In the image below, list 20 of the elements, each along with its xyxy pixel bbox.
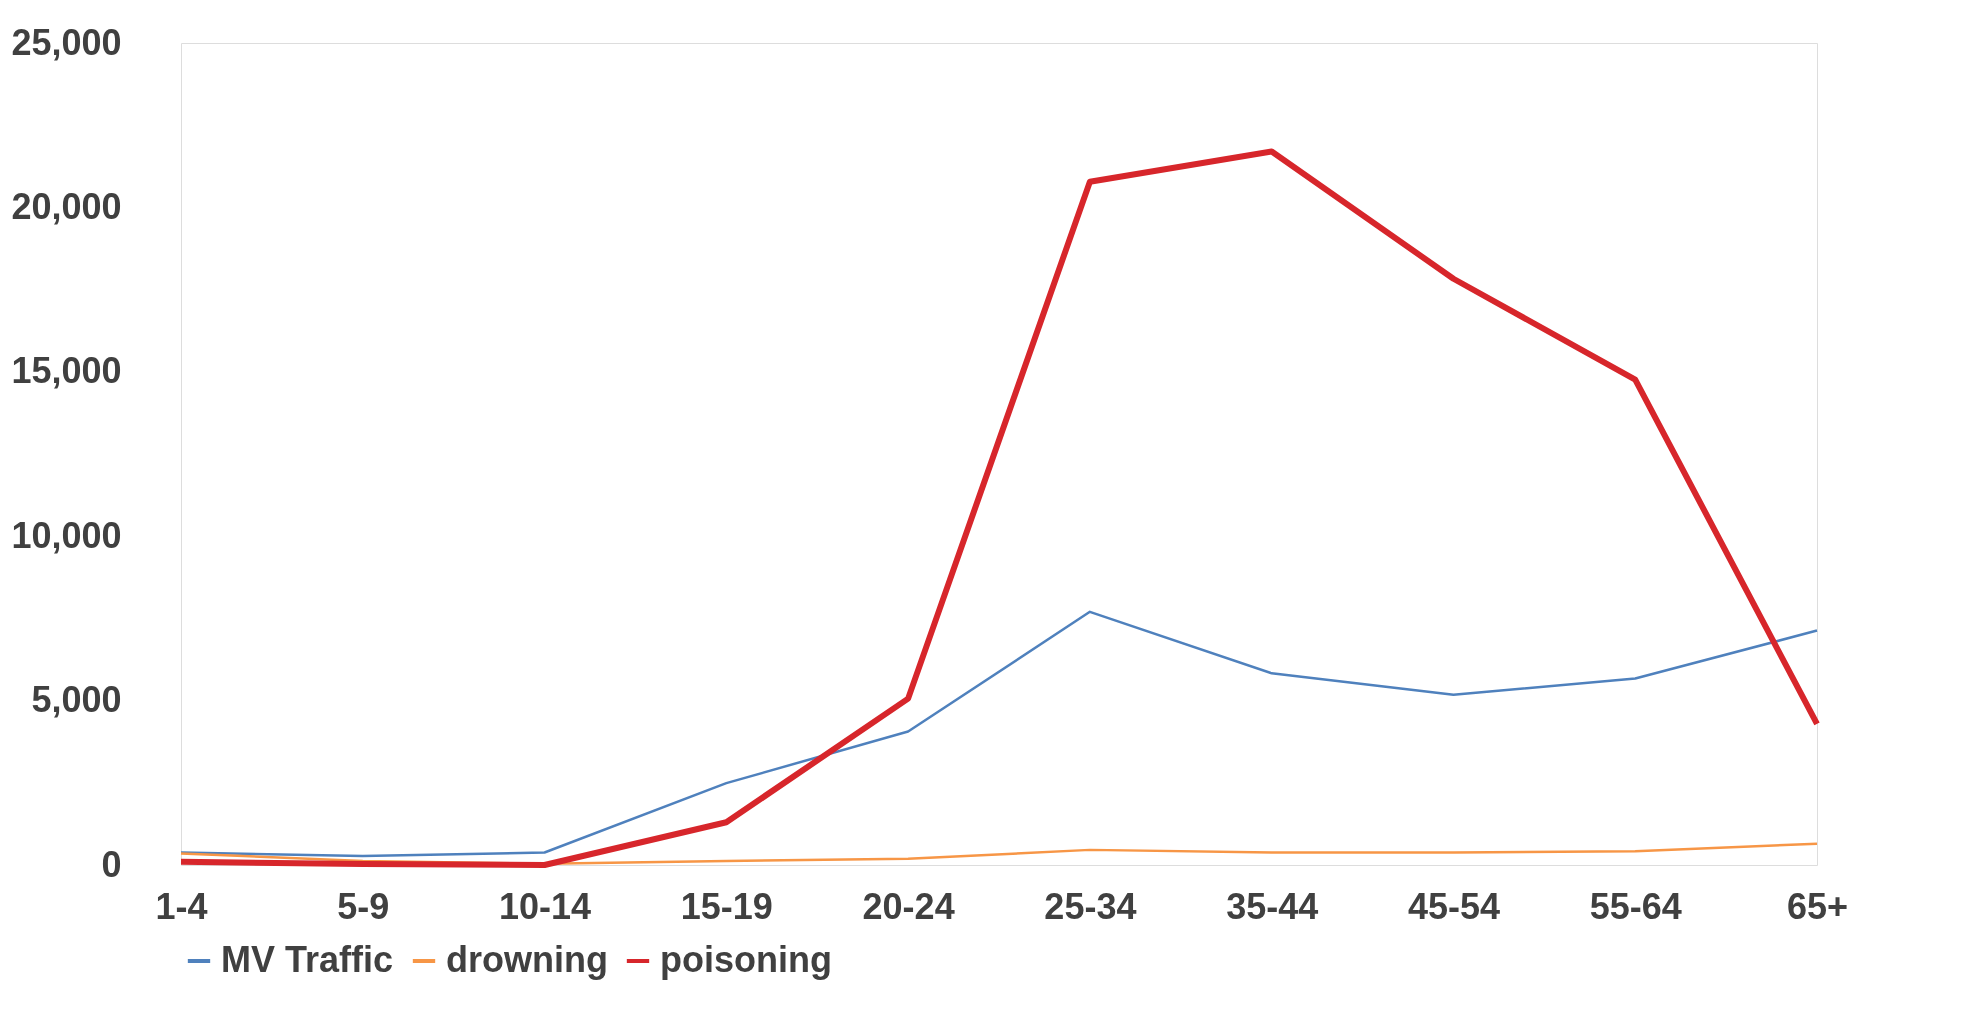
legend-label: drowning	[446, 939, 608, 980]
x-tick-label: 20-24	[862, 885, 955, 927]
legend-label: MV Traffic	[221, 939, 394, 980]
x-tick-label: 25-34	[1044, 885, 1137, 927]
x-tick-label: 55-64	[1589, 885, 1682, 927]
line-series	[179, 610, 1819, 858]
y-tick-label: 5,000	[31, 679, 122, 721]
y-tick-label: 15,000	[11, 350, 122, 392]
y-tick-label: 10,000	[11, 514, 122, 556]
y-tick-label: 0	[101, 843, 122, 885]
x-tick-label: 35-44	[1226, 885, 1319, 927]
x-tick-label: 65+	[1786, 885, 1849, 927]
x-tick-label: 5-9	[337, 885, 390, 927]
x-tick-label: 45-54	[1407, 885, 1500, 927]
x-tick-label: 15-19	[680, 885, 773, 927]
y-tick-label: 25,000	[11, 21, 122, 63]
legend-label: poisoning	[660, 939, 832, 980]
y-tick-label: 20,000	[11, 185, 122, 227]
x-tick-label: 1-4	[155, 885, 208, 927]
x-tick-label: 10-14	[499, 885, 592, 927]
